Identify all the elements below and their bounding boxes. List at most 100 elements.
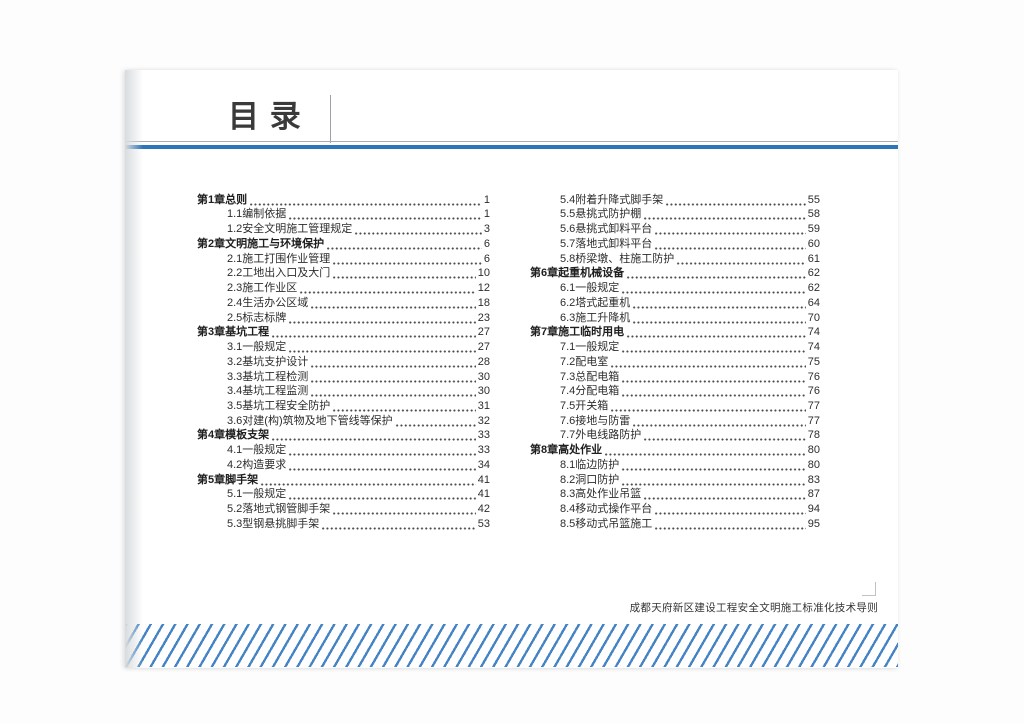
toc-leader-dots: [654, 512, 806, 516]
toc-entry-page: 95: [807, 517, 820, 530]
toc-entry: 2.3施工作业区 12: [197, 280, 490, 295]
toc-entry: 7.5开关箱 77: [530, 398, 820, 413]
toc-entry-page: 75: [807, 355, 820, 368]
toc-entry-label: 7.3总配电箱: [560, 370, 620, 383]
toc-entry-label: 8.1临边防护: [560, 458, 620, 471]
decorative-stripes: [125, 624, 898, 667]
toc-entry-page: 78: [807, 429, 820, 442]
toc-entry: 5.5悬挑式防护棚 58: [530, 207, 820, 222]
toc-entry-label: 6.3施工升降机: [560, 311, 631, 324]
toc-entry-page: 31: [477, 400, 490, 413]
toc-leader-dots: [643, 438, 806, 442]
page-title: 目 录: [228, 99, 301, 135]
toc-leader-dots: [326, 246, 482, 250]
toc-column-right: 5.4附着升降式脚手架 55 5.5悬挑式防护棚 58 5.6悬挑式卸料平台 59 5.7落…: [530, 192, 820, 531]
toc-leader-dots: [332, 261, 482, 265]
toc-entry-page: 74: [807, 326, 820, 339]
toc-entry: 2.4生活办公区域 18: [197, 295, 490, 310]
toc-entry: 第6章起重机械设备 62: [530, 266, 820, 281]
header-rule-blue: [125, 145, 898, 149]
toc-entry-label: 5.3型钢悬挑脚手架: [227, 517, 320, 530]
toc-entry: 7.1一般规定 74: [530, 339, 820, 354]
toc-leader-dots: [676, 261, 806, 265]
toc-entry: 3.1一般规定 27: [197, 339, 490, 354]
toc-entry-label: 3.6对建(构)筑物及地下管线等保护: [227, 414, 393, 427]
toc-entry-label: 3.5基坑工程安全防护: [227, 400, 331, 413]
toc-leader-dots: [626, 276, 806, 280]
toc-entry-label: 8.4移动式操作平台: [560, 503, 653, 516]
toc-entry-page: 83: [807, 473, 820, 486]
toc-entry-label: 2.3施工作业区: [227, 282, 298, 295]
toc-leader-dots: [332, 512, 476, 516]
toc-entry-page: 30: [477, 385, 490, 398]
toc-entry-page: 27: [477, 341, 490, 354]
toc-leader-dots: [288, 350, 476, 354]
toc-entry: 3.3基坑工程检测 30: [197, 369, 490, 384]
toc-entry: 第2章文明施工与环境保护 6: [197, 236, 490, 251]
toc-entry: 第4章模板支架 33: [197, 428, 490, 443]
header-rule-gray: [125, 141, 898, 142]
toc-entry-label: 第3章基坑工程: [197, 326, 270, 339]
toc-entry: 1.1编制依据 1: [197, 207, 490, 222]
toc-entry-label: 7.4分配电箱: [560, 385, 620, 398]
toc-entry-label: 5.2落地式钢管脚手架: [227, 503, 331, 516]
toc-entry: 2.2工地出入口及大门 10: [197, 266, 490, 281]
toc-entry-page: 6: [483, 252, 490, 265]
toc-entry-label: 第2章文明施工与环境保护: [197, 237, 325, 250]
toc-entry: 第8章高处作业 80: [530, 442, 820, 457]
corner-mark: [862, 582, 876, 596]
toc-entry: 7.6接地与防雷 77: [530, 413, 820, 428]
toc-entry-page: 70: [807, 311, 820, 324]
page-edge-shadow: [125, 70, 143, 668]
toc-entry-page: 74: [807, 341, 820, 354]
toc-entry: 3.5基坑工程安全防护 31: [197, 398, 490, 413]
toc-entry-page: 87: [807, 488, 820, 501]
toc-leader-dots: [632, 305, 806, 309]
toc-entry: 7.7外电线路防护 78: [530, 428, 820, 443]
toc-leader-dots: [654, 232, 806, 236]
toc-entry: 6.1一般规定 62: [530, 280, 820, 295]
toc-leader-dots: [394, 423, 476, 427]
toc-entry-page: 34: [477, 458, 490, 471]
toc-entry: 2.1施工打围作业管理 6: [197, 251, 490, 266]
toc-leader-dots: [665, 202, 806, 206]
toc-leader-dots: [260, 482, 476, 486]
footer-text: 成都天府新区建设工程安全文明施工标准化技术导则: [629, 602, 878, 614]
toc-entry-page: 80: [807, 458, 820, 471]
toc-entry-label: 2.5标志标牌: [227, 311, 287, 324]
toc-entry-label: 第4章模板支架: [197, 429, 270, 442]
toc-entry-page: 80: [807, 444, 820, 457]
toc-entry-page: 41: [477, 488, 490, 501]
toc-entry-label: 7.2配电室: [560, 355, 609, 368]
toc-entry-page: 28: [477, 355, 490, 368]
toc-leader-dots: [610, 364, 806, 368]
toc-leader-dots: [610, 409, 806, 413]
toc-entry-label: 3.3基坑工程检测: [227, 370, 309, 383]
toc-entry: 8.5移动式吊篮施工 95: [530, 516, 820, 531]
toc-entry: 1.2安全文明施工管理规定 3: [197, 221, 490, 236]
toc-entry-label: 第8章高处作业: [530, 444, 603, 457]
toc-entry-label: 5.7落地式卸料平台: [560, 237, 653, 250]
toc-entry-page: 30: [477, 370, 490, 383]
toc-entry: 6.2塔式起重机 64: [530, 295, 820, 310]
toc-entry-page: 77: [807, 400, 820, 413]
toc-entry-label: 7.1一般规定: [560, 341, 620, 354]
toc-leader-dots: [249, 202, 482, 206]
toc-entry-label: 6.1一般规定: [560, 282, 620, 295]
toc-entry-label: 7.5开关箱: [560, 400, 609, 413]
title-divider-line: [330, 95, 331, 143]
toc-entry: 6.3施工升降机 70: [530, 310, 820, 325]
toc-entry-label: 1.2安全文明施工管理规定: [227, 223, 353, 236]
toc-leader-dots: [632, 423, 806, 427]
toc-entry-label: 1.1编制依据: [227, 208, 287, 221]
toc-entry-page: 33: [477, 444, 490, 457]
toc-leader-dots: [332, 409, 476, 413]
toc-entry-page: 6: [483, 237, 490, 250]
toc-entry: 3.4基坑工程监测 30: [197, 384, 490, 399]
toc-entry-label: 2.4生活办公区域: [227, 296, 309, 309]
toc-entry-label: 第1章总则: [197, 193, 248, 206]
toc-entry: 5.4附着升降式脚手架 55: [530, 192, 820, 207]
toc-leader-dots: [271, 438, 476, 442]
toc-entry: 第1章总则 1: [197, 192, 490, 207]
toc-leader-dots: [288, 320, 476, 324]
